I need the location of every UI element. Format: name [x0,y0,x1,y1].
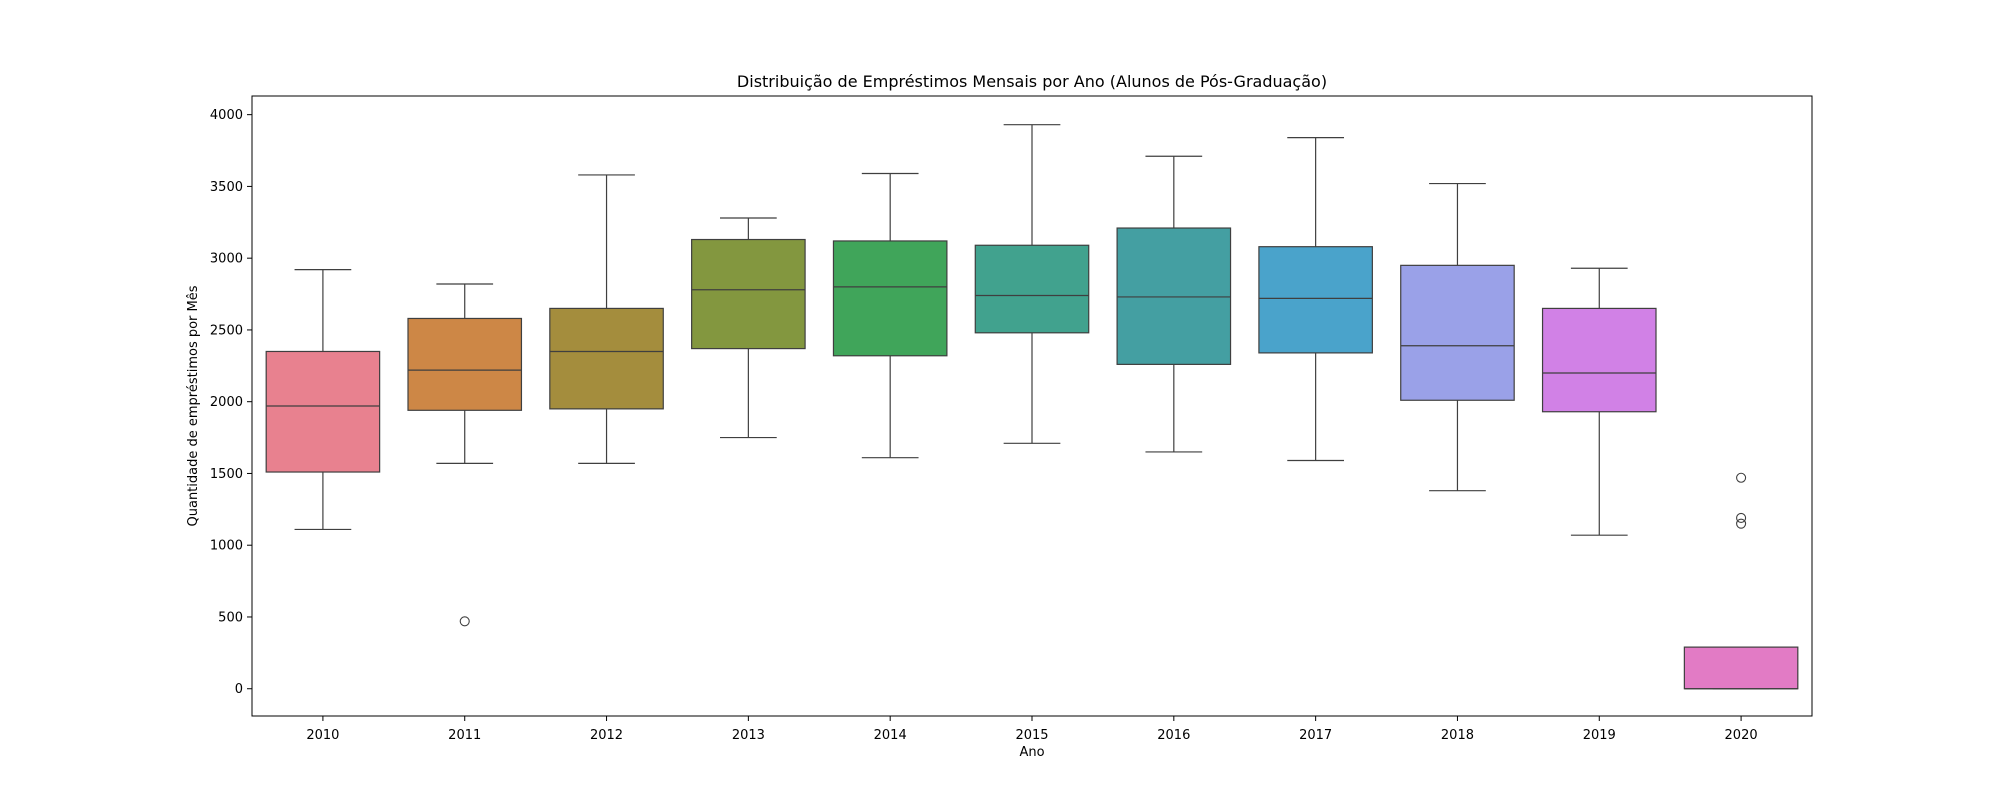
x-tick-label: 2019 [1583,728,1616,743]
x-tick-label: 2012 [590,728,623,743]
box-2020 [1683,472,1799,690]
box-2010 [265,269,381,531]
y-tick-label: 3500 [210,180,243,195]
chart-title: Distribuição de Empréstimos Mensais por … [737,72,1327,91]
y-tick-label: 1500 [210,467,243,482]
outlier-point [1736,518,1747,529]
x-tick-label: 2014 [874,728,907,743]
x-axis-title: Ano [1019,745,1044,760]
box-2011 [407,283,523,627]
box-iqr [1116,227,1232,365]
box-2015 [974,124,1090,444]
x-tick-label: 2017 [1299,728,1332,743]
outlier-point [1736,472,1747,483]
y-tick-label: 4000 [210,108,243,123]
box-iqr [1400,264,1515,401]
box-iqr [265,350,381,473]
x-tick-label: 2010 [306,728,339,743]
y-axis-title: Quantidade de empréstimos por Mês [186,285,201,526]
box-iqr [1258,246,1373,354]
y-tick-label: 2500 [210,323,243,338]
box-iqr [1541,307,1657,413]
box-2017 [1258,137,1373,462]
outlier-point [459,616,470,627]
box-iqr [974,244,1090,334]
y-tick-label: 1000 [210,539,243,554]
x-tick-label: 2011 [448,728,481,743]
box-2019 [1541,267,1657,536]
x-tick-label: 2018 [1441,728,1474,743]
box-iqr [549,307,664,410]
x-tick-label: 2020 [1725,728,1758,743]
y-tick-label: 3000 [210,252,243,267]
box-iqr [1683,646,1799,690]
x-tick-label: 2013 [732,728,765,743]
y-tick-label: 2000 [210,395,243,410]
plot-area [265,124,1799,690]
x-tick-label: 2016 [1157,728,1190,743]
box-2012 [549,174,664,465]
x-axis: 2010 2011 2012 2013 2014 2015 2016 2017 2018 2019… [306,716,1758,743]
box-2014 [832,172,948,459]
box-2018 [1400,182,1515,492]
y-axis: 0 500 1000 1500 2000 2500 3000 3500 4000 [210,108,252,697]
box-iqr [691,238,806,350]
box-2013 [691,217,806,439]
box-iqr [832,240,948,357]
y-tick-label: 0 [235,682,243,697]
box-2016 [1116,155,1232,453]
outlier-point [1736,512,1747,523]
box-iqr [407,317,523,411]
x-tick-label: 2015 [1015,728,1048,743]
y-tick-label: 500 [218,610,243,625]
